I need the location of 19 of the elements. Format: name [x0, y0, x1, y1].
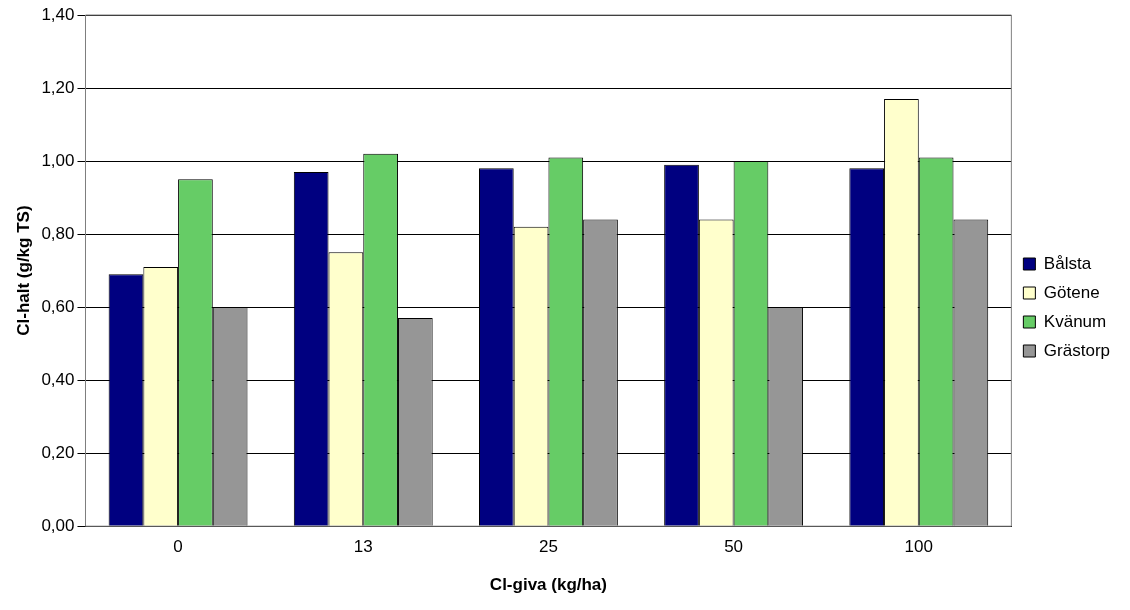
- x-axis-title: Cl-giva (kg/ha): [489, 575, 607, 595]
- y-tick-label: 0,20: [41, 442, 75, 462]
- x-tick-label: 100: [904, 537, 933, 557]
- legend-label: Kvänum: [1043, 311, 1107, 331]
- x-tick-label: 50: [724, 537, 744, 557]
- x-tick-label: 25: [538, 537, 558, 557]
- x-tick-label: 13: [353, 537, 373, 557]
- y-tick-label: 0,60: [41, 296, 75, 316]
- y-tick-label: 0,00: [41, 515, 75, 535]
- legend-label: Bålsta: [1043, 253, 1092, 273]
- x-tick-label: 0: [173, 537, 183, 557]
- y-tick-label: 1,40: [41, 4, 75, 24]
- y-axis-title: Cl-halt (g/kg TS): [13, 205, 33, 336]
- y-tick-label: 0,80: [41, 223, 75, 243]
- legend-label: Götene: [1043, 282, 1100, 302]
- legend-label: Grästorp: [1043, 340, 1111, 360]
- y-tick-label: 1,20: [41, 77, 75, 97]
- y-tick-label: 1,00: [41, 150, 75, 170]
- y-tick-label: 0,40: [41, 369, 75, 389]
